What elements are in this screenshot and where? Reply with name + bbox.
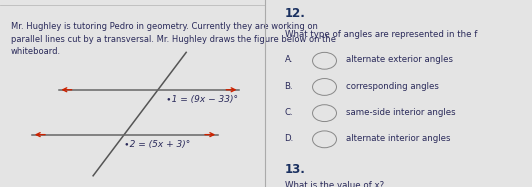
Text: ∙2 = (5x + 3)°: ∙2 = (5x + 3)°	[123, 140, 190, 149]
Text: C.: C.	[285, 108, 293, 117]
Text: corresponding angles: corresponding angles	[346, 82, 439, 91]
Text: alternate exterior angles: alternate exterior angles	[346, 55, 453, 64]
Text: alternate interior angles: alternate interior angles	[346, 134, 450, 143]
Text: 13.: 13.	[285, 163, 305, 176]
Text: ∙1 = (9x − 33)°: ∙1 = (9x − 33)°	[166, 95, 238, 104]
Text: A.: A.	[285, 55, 293, 64]
Text: What is the value of x?: What is the value of x?	[285, 181, 384, 187]
Text: B.: B.	[285, 82, 293, 91]
Text: 12.: 12.	[285, 7, 305, 21]
Text: Mr. Hughley is tutoring Pedro in geometry. Currently they are working on
paralle: Mr. Hughley is tutoring Pedro in geometr…	[11, 22, 336, 56]
Text: What type of angles are represented in the f: What type of angles are represented in t…	[285, 30, 477, 39]
Text: same-side interior angles: same-side interior angles	[346, 108, 455, 117]
Text: D.: D.	[285, 134, 294, 143]
